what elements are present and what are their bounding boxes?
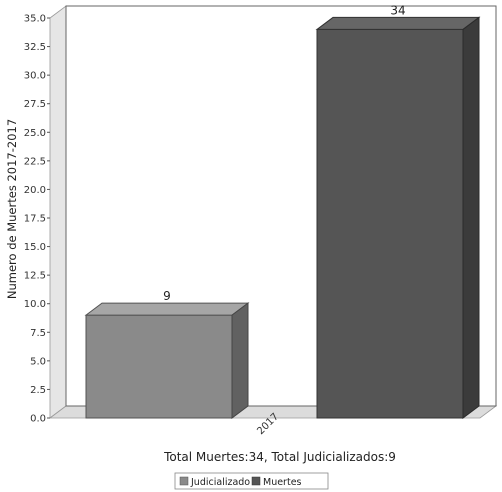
y-tick-label: 2.5 <box>30 385 46 396</box>
y-tick-label: 35.0 <box>24 14 46 25</box>
y-tick-label: 25.0 <box>24 128 46 139</box>
y-tick-label: 32.5 <box>24 42 46 53</box>
legend-label-judicializado: Judicializado <box>190 477 250 488</box>
bar-side <box>231 302 249 419</box>
bar-muertes: 34 <box>315 3 481 419</box>
data-label: 34 <box>390 3 405 17</box>
y-axis-label: Numero de Muertes 2017-2017 <box>5 119 19 299</box>
y-tick-label: 20.0 <box>24 185 46 196</box>
y-tick-label: 12.5 <box>24 271 46 282</box>
y-axis: 0.0 2.5 5.0 7.5 10.0 12.5 15.0 17.5 20.0 22.5 25.0… <box>24 14 50 425</box>
legend-swatch-judicializado <box>179 476 189 486</box>
side-wall <box>49 5 67 419</box>
y-tick-label: 0.0 <box>30 414 46 425</box>
legend-label-muertes: Muertes <box>263 477 302 488</box>
y-tick-label: 5.0 <box>30 356 46 367</box>
chart-subtitle: Total Muertes:34, Total Judicializados:9 <box>163 450 396 464</box>
y-tick-label: 10.0 <box>24 299 46 310</box>
bars: 9 34 <box>84 3 481 419</box>
y-tick-label: 17.5 <box>24 214 46 225</box>
bar-top <box>315 16 481 30</box>
legend: Judicializado Muertes <box>174 472 329 490</box>
legend-swatch-muertes <box>251 476 261 486</box>
y-tick-label: 15.0 <box>24 242 46 253</box>
bar-side <box>462 16 480 419</box>
bar-judicializado: 9 <box>84 289 250 419</box>
y-tick-label: 27.5 <box>24 99 46 110</box>
bar-top <box>84 302 250 316</box>
y-tick-label: 22.5 <box>24 156 46 167</box>
bar-front <box>316 28 464 419</box>
y-tick-label: 30.0 <box>24 71 46 82</box>
bar-front <box>85 314 233 419</box>
y-tick-label: 7.5 <box>30 328 46 339</box>
data-label: 9 <box>163 289 171 303</box>
